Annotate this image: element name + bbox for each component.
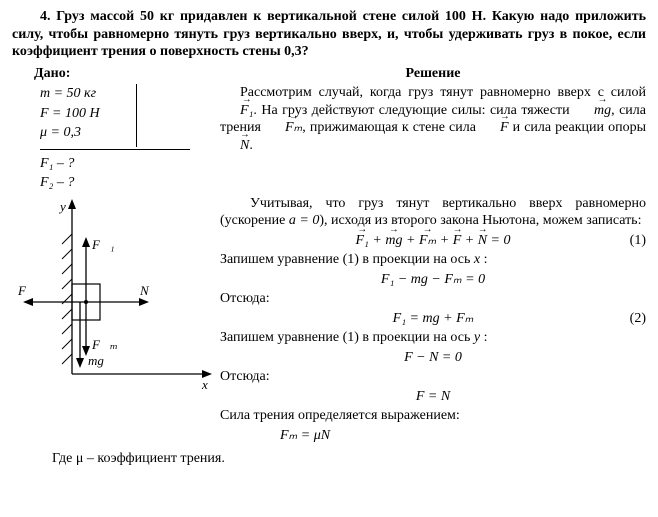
footer-note: Где μ – коэффициент трения.: [12, 450, 646, 468]
eq2-number: (2): [630, 310, 646, 328]
vec-N: N: [220, 137, 249, 155]
divider-line: [40, 149, 190, 150]
problem-statement: 4. Груз массой 50 кг придавлен к вертика…: [12, 8, 646, 61]
p1f: .: [249, 138, 253, 153]
solution-para-1: Рассмотрим случай, когда груз тянут равн…: [220, 84, 646, 154]
label-F1: F⃗₁: [91, 237, 115, 252]
vec-mg: mg: [574, 102, 611, 120]
given-mu: μ = 0,3: [40, 123, 136, 143]
label-Fm: F⃗ₘ: [91, 337, 118, 352]
label-N: N⃗: [139, 283, 159, 298]
p3: Запишем уравнение (1) в проекции на ось …: [220, 251, 646, 269]
page: 4. Груз массой 50 кг придавлен к вертика…: [0, 0, 658, 468]
axis-y-label: y: [58, 199, 66, 214]
p1e: и сила реакции опоры: [509, 120, 646, 135]
find-F2: F₂ – ?: [40, 173, 212, 193]
vec-F: F: [480, 119, 509, 137]
otsyuda-2: Отсюда:: [220, 368, 646, 386]
find-F1: F₁ – ?: [40, 154, 212, 174]
diagram-column: y x F⃗₁ N⃗ F⃗: [12, 195, 220, 447]
solution-text-2: Учитывая, что груз тянут вертикально вве…: [220, 195, 646, 447]
solution-title: Решение: [220, 65, 646, 83]
solution-column: Решение Рассмотрим случай, когда груз тя…: [212, 65, 646, 193]
p4: Запишем уравнение (1) в проекции на ось …: [220, 329, 646, 347]
equation-friction: Fₘ = μN: [220, 427, 646, 445]
problem-number: 4.: [40, 9, 51, 24]
given-F: F = 100 H: [40, 104, 136, 124]
p1d: , прижимающая к стене сила: [302, 120, 480, 135]
equation-FN: F = N: [220, 388, 646, 406]
otsyuda-1: Отсюда:: [220, 290, 646, 308]
free-body-diagram: y x F⃗₁ N⃗ F⃗: [12, 199, 212, 399]
dano-title: Дано:: [12, 65, 212, 83]
given-box: m = 50 кг F = 100 H μ = 0,3 F₁ – ? F₂ – …: [12, 84, 212, 193]
lower-block: y x F⃗₁ N⃗ F⃗: [12, 195, 646, 447]
given-column: Дано: m = 50 кг F = 100 H μ = 0,3 F₁ – ?…: [12, 65, 212, 193]
equation-1: F₁ + mg + Fₘ + F + N = 0 (1): [220, 232, 646, 250]
axis-x-label: x: [201, 377, 208, 392]
equation-y: F − N = 0: [220, 349, 646, 367]
label-mg: mg⃗: [88, 353, 114, 368]
given-m: m = 50 кг: [40, 84, 136, 104]
p5: Сила трения определяется выражением:: [220, 407, 646, 425]
problem-text: Груз массой 50 кг придавлен к вертикальн…: [12, 9, 646, 59]
given-values: m = 50 кг F = 100 H μ = 0,3: [40, 84, 137, 147]
vec-Fm: Fₘ: [265, 119, 302, 137]
vec-F1: F₁: [220, 102, 253, 120]
equation-x: F₁ − mg − Fₘ = 0: [220, 271, 646, 289]
eq1-number: (1): [630, 232, 646, 250]
label-F: F⃗: [17, 283, 36, 298]
equation-2: F₁ = mg + Fₘ (2): [220, 310, 646, 328]
top-columns: Дано: m = 50 кг F = 100 H μ = 0,3 F₁ – ?…: [12, 65, 646, 193]
